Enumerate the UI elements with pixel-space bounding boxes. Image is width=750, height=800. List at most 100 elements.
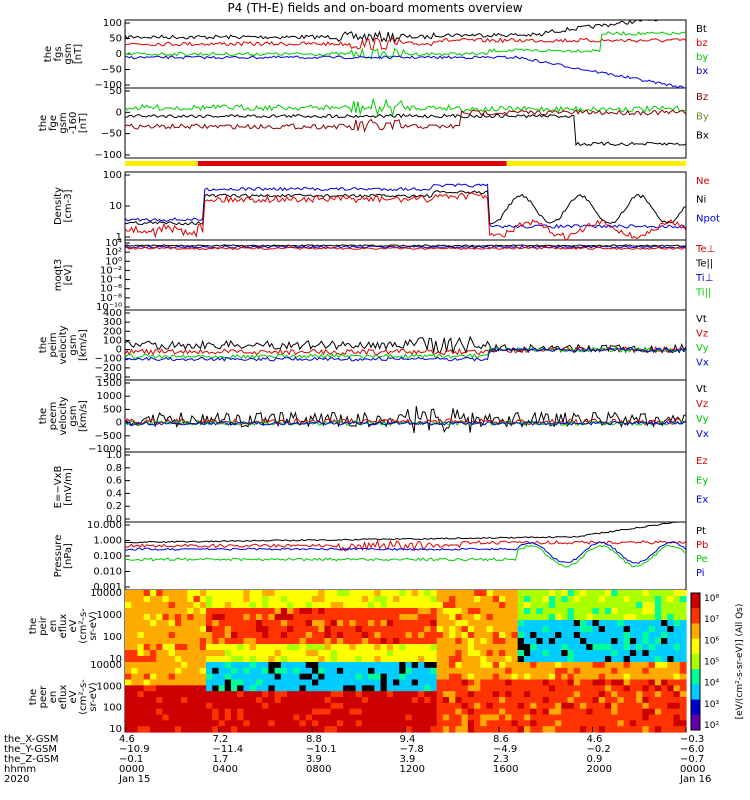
panel-ylabel: fge <box>48 115 59 131</box>
y-tick-label: −50 <box>101 65 122 76</box>
colorbar-label: [eV/(cm²-s-sr-eV)] (All Qs) <box>735 604 745 720</box>
legend-entry: Pb <box>696 540 708 551</box>
series-by <box>124 31 687 61</box>
series-bx <box>125 113 687 147</box>
y-tick-label: 0 <box>116 49 122 60</box>
legend-entry: Ni <box>696 195 706 206</box>
xaxis-row-label: hhmm <box>4 764 36 775</box>
panel-ylabel: E=−VxB <box>53 466 64 509</box>
series-bx <box>124 55 687 89</box>
y-tick-label: 1500 <box>97 378 122 389</box>
x-tick-label: 0000 <box>119 764 144 775</box>
x-tick-label: 0000 <box>680 764 705 775</box>
panel-ylabel: en <box>48 691 59 704</box>
series-vt <box>124 406 687 433</box>
panel-frame <box>124 171 687 241</box>
y-tick-label: 500 <box>103 404 122 415</box>
colorbar-tick: 10⁷ <box>704 615 719 625</box>
y-tick-label: −500 <box>95 431 122 442</box>
y-tick-label: 100 <box>103 632 122 643</box>
y-tick-label: 0 <box>116 107 122 118</box>
y-tick-label: 10⁻² <box>100 265 122 276</box>
series-bz <box>124 37 687 51</box>
series-pi <box>124 541 687 564</box>
y-tick-label: 10² <box>105 247 122 258</box>
panel-ylabel: peem <box>48 402 59 430</box>
legend-entry: Te⊥ <box>695 244 715 255</box>
x-tick-label: 2000 <box>587 764 612 775</box>
y-tick-label: 10⁻¹⁰ <box>96 302 122 313</box>
xaxis-row-label: the_Z-GSM <box>4 754 59 765</box>
panel-ylabel: (cm²-s- <box>78 679 89 715</box>
mode-bar-burst <box>197 161 507 166</box>
panel-ylabel: eflux <box>58 685 69 710</box>
y-tick-label: 10⁻⁴ <box>100 275 122 286</box>
panel-ylabel: eflux <box>58 614 69 639</box>
series-bt <box>124 19 686 44</box>
x-tick-label: 4.6 <box>119 734 135 745</box>
y-tick-label: 10⁻⁶ <box>100 284 122 295</box>
series-vz <box>124 417 687 426</box>
colorbar-tick: 10³ <box>704 700 719 710</box>
y-tick-label: 1000 <box>97 681 122 692</box>
panel-ylabel: the <box>28 618 39 634</box>
y-tick-label: 10⁰ <box>105 256 122 267</box>
y-tick-label: 50 <box>109 34 122 45</box>
legend-entry: Bz <box>696 92 708 103</box>
legend-entry: Ey <box>696 475 708 486</box>
x-tick-label: 0800 <box>306 764 331 775</box>
panel-ylabel: peim <box>48 332 59 357</box>
y-tick-label: 0.001 <box>93 582 122 593</box>
y-tick-label: 0 <box>116 345 122 356</box>
x-tick-label: −10.9 <box>119 744 150 755</box>
panel-ylabel: gsm <box>68 334 79 355</box>
x-tick-label: 7.2 <box>213 734 229 745</box>
y-tick-label: 10000 <box>90 588 122 599</box>
panel-frame <box>124 451 687 523</box>
xaxis-row-label: the_Y-GSM <box>4 744 57 755</box>
xaxis-row-label: 2020 <box>4 774 29 785</box>
panel-frame <box>124 19 687 89</box>
colorbar-tick: 10⁴ <box>704 679 719 689</box>
panel-ylabel: Pressure <box>53 535 64 578</box>
y-tick-label: 0.8 <box>106 463 122 474</box>
series-pe <box>125 544 687 568</box>
series-vx <box>124 347 687 362</box>
panel-ylabel: [nT] <box>73 44 84 64</box>
legend-entry: by <box>696 52 708 63</box>
y-tick-label: 0.2 <box>106 501 122 512</box>
y-tick-label: 100 <box>103 170 122 181</box>
x-tick-label: Jan 15 <box>118 774 150 785</box>
x-tick-label: −0.2 <box>587 744 611 755</box>
panel-ylabel: the <box>38 408 49 424</box>
legend-entry: Npot <box>696 213 720 224</box>
y-tick-label: 0 <box>116 418 122 429</box>
series-by <box>124 97 687 117</box>
panel-ylabel: velocity <box>58 325 69 364</box>
y-tick-label: 0.0 <box>106 514 122 525</box>
legend-entry: Vt <box>696 314 707 325</box>
panel-ylabel: peer <box>38 685 49 709</box>
legend-entry: Vz <box>696 399 708 410</box>
x-tick-label: 0.9 <box>587 754 603 765</box>
legend-entry: Pi <box>696 568 705 579</box>
legend-entry: By <box>696 111 709 122</box>
legend-entry: bx <box>696 66 708 77</box>
panel-ylabel: [eV] <box>63 265 74 286</box>
y-tick-label: 0.4 <box>106 488 122 499</box>
panel-frame <box>124 87 687 159</box>
y-tick-label: −50 <box>101 129 122 140</box>
series-vx <box>124 420 687 426</box>
legend-entry: Bx <box>696 131 709 142</box>
panel-ylabel: the <box>43 46 54 62</box>
y-tick-label: 10000 <box>90 660 122 671</box>
y-tick-label: 400 <box>103 308 122 319</box>
y-tick-label: 0.6 <box>106 476 122 487</box>
series-pb <box>124 539 687 552</box>
panel-ylabel: sr-eV) <box>88 682 99 711</box>
colorbar <box>690 592 701 731</box>
panel-ylabel: gsm <box>63 43 74 64</box>
series-ne <box>124 192 687 241</box>
legend-entry: Vx <box>696 429 709 440</box>
legend-entry: Ne <box>696 176 710 187</box>
